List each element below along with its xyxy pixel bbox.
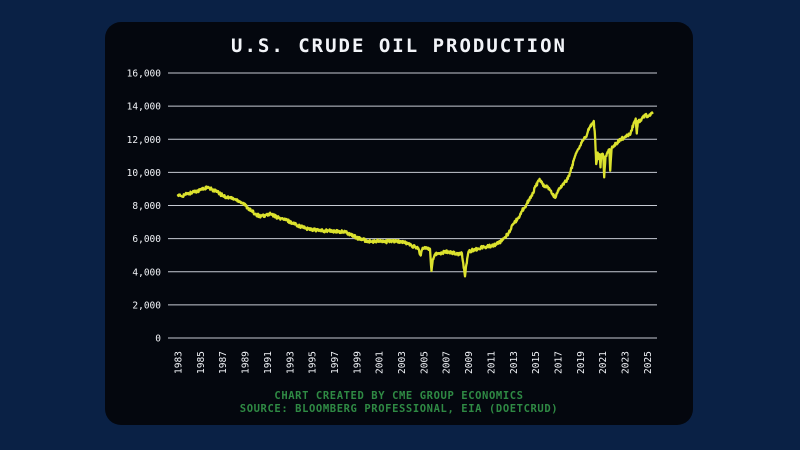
y-axis-tick-label: 8,000 [132,201,161,212]
y-axis-tick-label: 10,000 [127,168,162,179]
y-axis-tick-label: 14,000 [127,102,162,113]
y-axis-tick-label: 0 [155,334,161,345]
chart-panel: U.S. CRUDE OIL PRODUCTION CHART CREATED … [105,22,693,425]
y-axis-tick-label: 16,000 [127,69,162,80]
x-axis-tick-label: 2015 [531,351,542,374]
x-axis-tick-label: 1991 [263,351,274,374]
y-axis-tick-label: 2,000 [132,300,161,311]
x-axis-tick-label: 2025 [643,351,654,374]
x-axis-tick-label: 2023 [621,351,632,374]
production-line [176,111,654,278]
footer-credit-line: CHART CREATED BY CME GROUP ECONOMICS [274,390,524,402]
y-axis-tick-label: 4,000 [132,267,161,278]
x-axis-tick-label: 1999 [352,351,363,374]
y-axis-tick-label: 12,000 [127,135,162,146]
footer-source-line: SOURCE: BLOOMBERG PROFESSIONAL, EIA (DOE… [239,403,559,415]
x-axis-tick-label: 1983 [174,351,185,374]
x-axis-tick-label: 2017 [554,351,565,374]
x-axis-tick-label: 2005 [419,351,430,374]
x-axis-tick-label: 2003 [397,351,408,374]
x-axis-tick-label: 2021 [598,351,609,374]
x-axis-tick-label: 2011 [486,351,497,374]
chart-title: U.S. CRUDE OIL PRODUCTION [231,35,567,57]
x-axis-tick-label: 1985 [196,351,207,374]
x-axis-tick-label: 2019 [576,351,587,374]
x-axis-tick-label: 2007 [442,351,453,374]
x-axis-tick-label: 1997 [330,351,341,374]
x-axis-tick-label: 1993 [285,351,296,374]
chart-footer: CHART CREATED BY CME GROUP ECONOMICS SOU… [105,390,693,416]
x-axis-tick-label: 1987 [218,351,229,374]
x-axis-tick-label: 2009 [464,351,475,374]
x-axis-tick-label: 2013 [509,351,520,374]
x-axis-tick-label: 2001 [375,351,386,374]
x-axis-tick-label: 1995 [308,351,319,374]
x-axis-tick-label: 1989 [241,351,252,374]
y-axis-tick-label: 6,000 [132,234,161,245]
